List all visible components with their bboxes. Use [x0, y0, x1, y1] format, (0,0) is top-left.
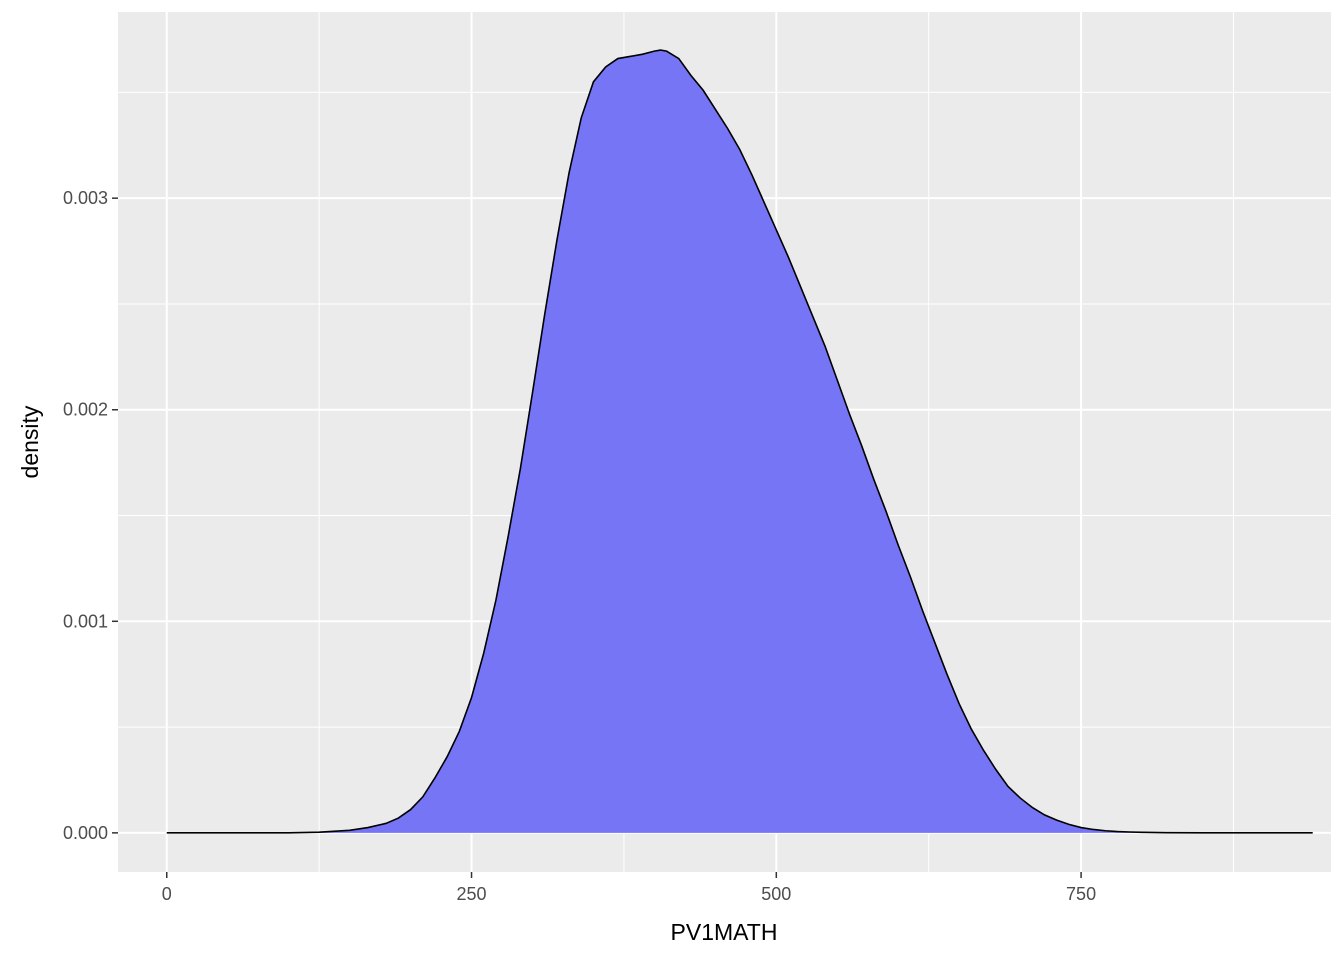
x-tick-label: 0 [162, 884, 172, 904]
density-area [166, 50, 1313, 833]
y-tick-label: 0.000 [63, 823, 108, 843]
x-tick-label: 750 [1066, 884, 1096, 904]
y-axis-ticks: 0.000 0.001 0.002 0.003 [63, 188, 118, 843]
y-tick-label: 0.003 [63, 188, 108, 208]
density-line [166, 49, 1313, 834]
x-axis-ticks: 0 250 500 750 [162, 872, 1096, 904]
x-tick-label: 500 [761, 884, 791, 904]
x-axis-title: PV1MATH [671, 919, 778, 945]
y-axis-title: density [17, 405, 43, 478]
y-tick-label: 0.002 [63, 400, 108, 420]
y-tick-label: 0.001 [63, 611, 108, 631]
x-tick-label: 250 [457, 884, 487, 904]
